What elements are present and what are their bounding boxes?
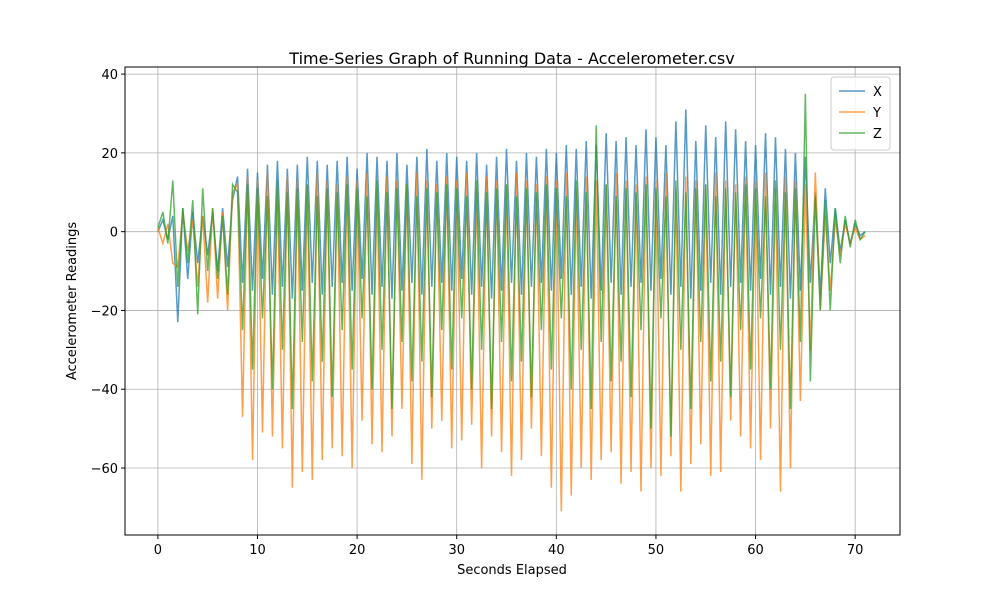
x-tick-label: 50 [648, 543, 665, 558]
axes-frame [124, 66, 901, 536]
series-line [157, 109, 866, 323]
y-tick-label: −20 [91, 304, 118, 319]
x-tick-label: 70 [847, 543, 864, 558]
series-line [157, 93, 866, 437]
legend-box [830, 76, 891, 151]
chart-title: Time-Series Graph of Running Data - Acce… [288, 49, 734, 68]
plot-area [157, 93, 866, 512]
y-tick-label: 40 [101, 68, 118, 83]
x-tick-label: 30 [448, 543, 465, 558]
legend-label: Z [873, 127, 882, 142]
x-tick-label: 40 [548, 543, 565, 558]
legend-label: X [873, 85, 882, 100]
x-tick-label: 0 [154, 543, 162, 558]
x-tick-label: 20 [349, 543, 366, 558]
x-tick-label: 60 [747, 543, 764, 558]
y-tick-label: 20 [101, 147, 118, 162]
axes: 0 10 20 30 40 50 60 70 −60 −40 −20 0 20 40 [91, 68, 864, 558]
y-axis-label: Accelerometer Readings [65, 222, 80, 381]
legend: XYZ [830, 76, 891, 151]
legend-label: Y [872, 106, 881, 121]
y-tick-label: 0 [110, 226, 118, 241]
y-tick-label: −40 [91, 383, 118, 398]
y-tick-label: −60 [91, 462, 118, 477]
x-tick-label: 10 [249, 543, 266, 558]
x-axis-label: Seconds Elapsed [457, 563, 567, 578]
